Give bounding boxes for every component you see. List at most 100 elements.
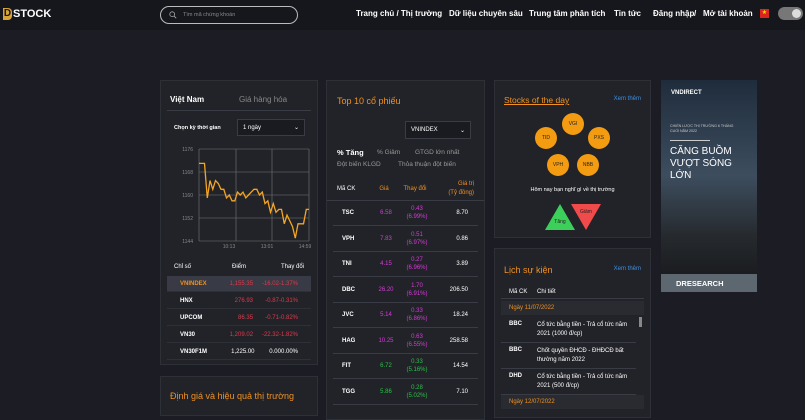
table-row[interactable]: DBC 26.20 1.70 (6.91%) 206.50: [333, 278, 478, 303]
stock-value: 18.24: [452, 312, 468, 318]
login-link[interactable]: Đăng nhập: [653, 9, 695, 18]
stock-change: 0.43: [411, 206, 423, 212]
ad-subtitle: CHIẾN LƯỢC THỊ TRƯỜNG 6 THÁNG CUỐI NĂM 2…: [670, 124, 734, 133]
index-name: VN30: [180, 331, 196, 338]
period-select[interactable]: 1 ngày ⌄: [237, 119, 305, 136]
scrollbar-thumb[interactable]: [639, 317, 642, 327]
stock-price: 5.14: [380, 312, 392, 318]
table-row[interactable]: TSC 6.58 0.43 (6.99%) 8.70: [333, 201, 478, 226]
index-point: 276.93: [234, 297, 254, 304]
events-panel: Lịch sự kiện Xem thêm Mã CK Chi tiết Ngà…: [494, 248, 651, 418]
table-row[interactable]: TGG 5.86 0.28 (5.02%) 7.10: [333, 380, 478, 405]
tab-vietnam[interactable]: Việt Nam: [170, 95, 205, 104]
col-change: Thay đổi: [403, 185, 427, 192]
index-name: HNX: [180, 297, 193, 304]
vote-up-label: Tăng: [554, 219, 566, 225]
y-tick-label: 1168: [182, 170, 193, 176]
stock-price: 10.25: [378, 337, 394, 344]
stock-pct: (6.97%): [406, 239, 428, 246]
nav-news[interactable]: Tin tức: [614, 9, 641, 18]
vote-down-button[interactable]: [571, 204, 601, 230]
theme-toggle[interactable]: [778, 7, 803, 20]
search-input[interactable]: [183, 12, 283, 18]
tab-deal-spike[interactable]: Thỏa thuận đột biến: [398, 161, 456, 168]
stock-code: VPH: [342, 235, 355, 242]
stock-change: 0.63: [411, 333, 423, 340]
stocks-day-more-link[interactable]: Xem thêm: [613, 96, 641, 102]
index-row[interactable]: HNX 276.93 -0.87 -0.31%: [167, 293, 311, 309]
table-row[interactable]: JVC 5.14 0.33 (6.86%) 18.24: [333, 303, 478, 328]
nav-data[interactable]: Dữ liệu chuyên sâu: [449, 9, 523, 18]
vote-up-button[interactable]: [545, 204, 575, 230]
stock-price: 7.83: [380, 235, 392, 242]
top10-title: Top 10 cổ phiếu: [337, 96, 401, 106]
logo[interactable]: D STOCK: [3, 8, 52, 20]
chevron-down-icon: ⌄: [293, 125, 299, 131]
index-name: VN30F1M: [180, 348, 208, 355]
event-row[interactable]: BBC Chốt quyền ĐHCĐ - ĐHĐCĐ bất thường n…: [501, 343, 636, 369]
stock-value: 7.10: [456, 388, 468, 395]
stock-pct: (6.96%): [406, 265, 428, 271]
y-tick-label: 1176: [182, 147, 193, 153]
exchange-select[interactable]: VNINDEX ⌄: [405, 121, 471, 139]
valuation-panel: Định giá và hiệu quả thị trường: [160, 376, 318, 416]
col-code: Mã CK: [509, 288, 528, 295]
stock-bubble[interactable]: NBB: [577, 154, 599, 176]
index-change: -22.32: [261, 331, 279, 338]
tab-pct-down[interactable]: % Giảm: [377, 149, 401, 156]
event-date: Ngày 12/07/2022: [501, 395, 644, 409]
events-title: Lịch sự kiện: [504, 265, 553, 275]
event-detail: Cổ tức bằng tiền - Trả cổ tức năm 2021 (…: [537, 374, 628, 389]
register-link[interactable]: Mở tài khoản: [703, 9, 753, 18]
nav-home[interactable]: Trang chủ / Thị trường: [356, 9, 443, 18]
event-row[interactable]: BBC Cổ tức bằng tiền - Trả cổ tức năm 20…: [501, 317, 636, 343]
search-box[interactable]: [160, 6, 298, 24]
stock-bubble[interactable]: VPH: [547, 154, 569, 176]
market-panel: Việt Nam Giá hàng hóa Chọn kỳ thời gian …: [160, 80, 318, 365]
stock-bubble[interactable]: TID: [535, 127, 557, 149]
valuation-title: Định giá và hiệu quả thị trường: [170, 391, 295, 401]
stock-code: FIT: [342, 363, 351, 369]
index-chart: 1176 1168 1160 1152 1144 10:13 13:01 14:59: [182, 147, 311, 250]
stock-bubble[interactable]: VGI: [562, 113, 584, 135]
tab-volume-spike[interactable]: Đột biến KLGD: [337, 161, 381, 168]
event-date: Ngày 11/07/2022: [501, 301, 644, 315]
table-row[interactable]: VPH 7.83 0.51 (6.97%) 0.86: [333, 227, 478, 252]
index-row[interactable]: VN30F1M 1,225.00 0.00 0.00%: [167, 344, 311, 360]
stock-change: 0.27: [411, 257, 423, 263]
index-row[interactable]: UPCOM 86.35 -0.71 -0.82%: [167, 310, 311, 326]
top10-panel: Top 10 cổ phiếu VNINDEX ⌄ % Tăng % Giảm G…: [326, 80, 485, 420]
stock-price: 6.58: [380, 210, 392, 216]
y-tick-label: 1152: [182, 216, 193, 222]
index-row[interactable]: VN30 1,209.02 -22.32 -1.82%: [167, 327, 311, 343]
vietnam-flag-icon[interactable]: ★: [760, 9, 769, 18]
stock-bubble[interactable]: PXS: [588, 127, 610, 149]
tab-top-value[interactable]: GTGD lớn nhất: [415, 149, 460, 156]
event-row[interactable]: DHD Cổ tức bằng tiền - Trả cổ tức năm 20…: [501, 369, 636, 395]
stock-value: 3.89: [456, 261, 468, 267]
ad-brand: VNDIRECT: [671, 90, 702, 96]
table-row[interactable]: HAG 10.25 0.63 (6.55%) 258.58: [333, 329, 478, 354]
stock-price: 4.15: [380, 261, 392, 267]
index-row[interactable]: VNINDEX 1,155.35 -16.02 -1.37%: [167, 276, 311, 292]
stock-price: 26.20: [378, 286, 394, 293]
tab-pct-up[interactable]: % Tăng: [337, 148, 364, 157]
stock-code: JVC: [342, 312, 354, 318]
vndirect-ad-banner[interactable]: VNDIRECT CHIẾN LƯỢC THỊ TRƯỜNG 6 THÁNG C…: [661, 80, 757, 292]
event-code: DHD: [509, 373, 522, 379]
stocks-day-title: Stocks of the day: [504, 95, 570, 105]
stock-code: TGG: [342, 388, 355, 395]
event-code: BBC: [509, 321, 522, 327]
col-detail: Chi tiết: [537, 288, 556, 295]
tab-commodities[interactable]: Giá hàng hóa: [239, 95, 288, 104]
events-more-link[interactable]: Xem thêm: [613, 266, 641, 272]
table-row[interactable]: TNI 4.15 0.27 (6.96%) 3.89: [333, 252, 478, 277]
col-code: Mã CK: [337, 185, 356, 192]
ad-headline: CĂNG BUỒM VƯỢT SÓNG LỚN: [670, 146, 732, 181]
table-row[interactable]: FIT 6.72 0.33 (5.16%) 14.54: [333, 354, 478, 379]
stock-pct: (5.02%): [406, 392, 428, 399]
vote-down-label: Giảm: [580, 209, 592, 215]
nav-analysis[interactable]: Trung tâm phân tích: [529, 9, 606, 18]
stock-change: 0.33: [411, 359, 423, 365]
